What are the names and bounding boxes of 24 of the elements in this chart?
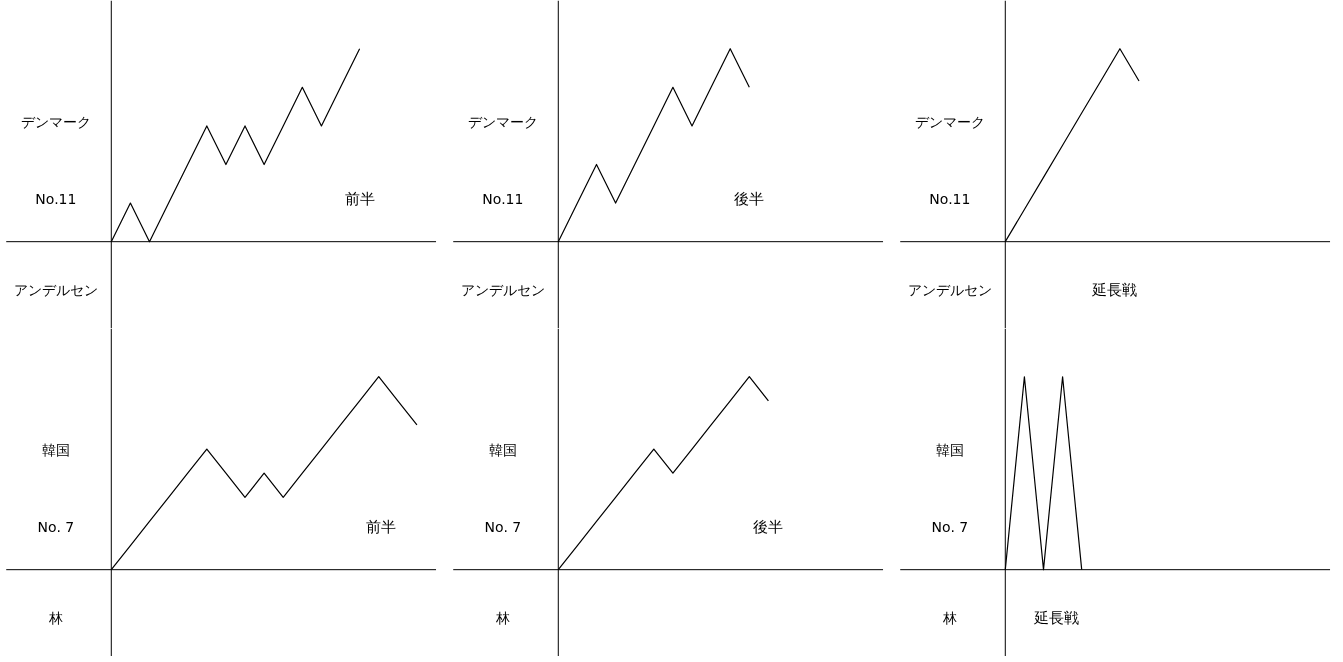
- text: デンマーク: [467, 114, 538, 131]
- text: No. 7: [931, 519, 969, 536]
- text: No. 7: [37, 519, 75, 536]
- text: 後半: [753, 518, 784, 537]
- text: 韓国: [41, 442, 70, 459]
- text: アンデルセン: [13, 281, 98, 298]
- text: デンマーク: [914, 114, 985, 131]
- text: 林: [47, 609, 63, 626]
- text: アンデルセン: [907, 281, 992, 298]
- text: 延長戦: [1090, 280, 1137, 299]
- text: No. 7: [484, 519, 522, 536]
- text: 後半: [734, 190, 765, 209]
- text: 延長戦: [1033, 608, 1080, 627]
- text: No.11: [482, 191, 524, 208]
- text: 前半: [344, 190, 375, 209]
- text: アンデルセン: [460, 281, 545, 298]
- text: 前半: [365, 518, 396, 537]
- text: デンマーク: [20, 114, 91, 131]
- text: 韓国: [488, 442, 517, 459]
- text: 韓国: [935, 442, 964, 459]
- text: 林: [941, 609, 957, 626]
- text: No.11: [929, 191, 971, 208]
- text: 林: [494, 609, 510, 626]
- text: No.11: [35, 191, 77, 208]
